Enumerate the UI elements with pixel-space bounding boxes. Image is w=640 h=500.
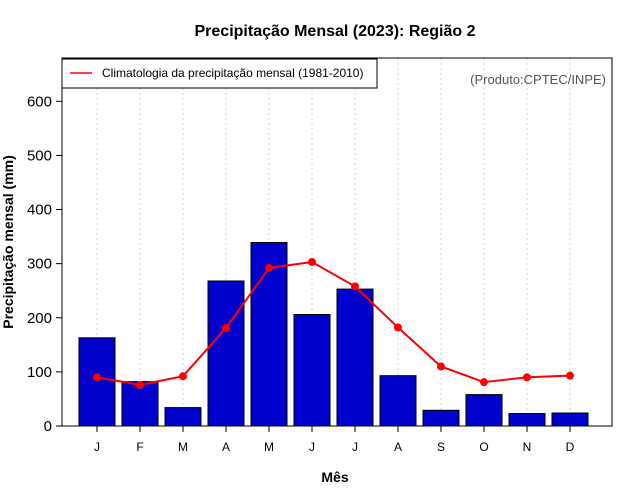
y-tick-label: 400 <box>27 202 52 219</box>
x-tick-label: M <box>264 440 274 454</box>
source-annotation: (Produto:CPTEC/INPE) <box>470 72 606 87</box>
y-axis: 0 100 200 300 400 500 600 <box>27 93 62 435</box>
x-tick-label: A <box>394 440 402 454</box>
bar-s-9 <box>422 409 460 427</box>
climatology-point <box>93 373 101 382</box>
climatology-point <box>523 373 531 382</box>
bar-d-12 <box>551 412 589 427</box>
bar-j-7 <box>336 288 374 427</box>
x-tick-label: J <box>309 440 315 454</box>
legend-box <box>61 58 378 89</box>
climatology-point <box>480 378 488 387</box>
y-tick-label: 500 <box>27 147 52 164</box>
y-tick-label: 100 <box>27 364 52 381</box>
climatology-polyline <box>96 260 571 386</box>
x-tick-label: N <box>523 440 532 454</box>
bar-n-11 <box>508 413 546 427</box>
y-axis-label: Precipitação mensal (mm) <box>0 155 16 329</box>
climatology-point <box>351 282 359 291</box>
climatology-point <box>136 380 144 389</box>
grid <box>96 58 571 426</box>
x-axis-label: Mês <box>321 469 348 485</box>
chart-title: Precipitação Mensal (2023): Região 2 <box>195 23 476 40</box>
x-tick-label: M <box>178 440 188 454</box>
climatology-point <box>265 263 273 272</box>
y-tick-label: 200 <box>27 310 52 327</box>
climatology-point <box>222 324 230 333</box>
bar-a-4 <box>207 280 245 427</box>
y-tick-label: 300 <box>27 256 52 273</box>
climatology-point <box>394 323 402 332</box>
y-tick-label: 600 <box>27 93 52 110</box>
climatology-point <box>179 372 187 381</box>
climatology-point <box>566 371 574 380</box>
x-tick-label: A <box>222 440 230 454</box>
x-tick-label: S <box>437 440 445 454</box>
x-tick-label: F <box>136 440 143 454</box>
x-tick-label: J <box>94 440 100 454</box>
legend-entry: Climatologia da precipitação mensal (198… <box>102 66 363 80</box>
climatology-point <box>308 258 316 267</box>
bar-f-2 <box>121 381 159 427</box>
legend: Climatologia da precipitação mensal (198… <box>61 58 378 89</box>
bars <box>78 242 589 427</box>
y-tick-label: 0 <box>44 418 52 435</box>
x-tick-label: D <box>566 440 575 454</box>
x-tick-label: J <box>352 440 358 454</box>
bar-j-1 <box>78 337 116 427</box>
x-tick-label: O <box>479 440 488 454</box>
plot-frame <box>61 57 613 427</box>
bar-a-8 <box>379 375 417 427</box>
climatology-point <box>437 362 445 371</box>
climatology-line <box>93 258 574 389</box>
bar-j-6 <box>293 314 331 427</box>
bar-o-10 <box>465 394 503 427</box>
bar-m-3 <box>164 407 202 427</box>
